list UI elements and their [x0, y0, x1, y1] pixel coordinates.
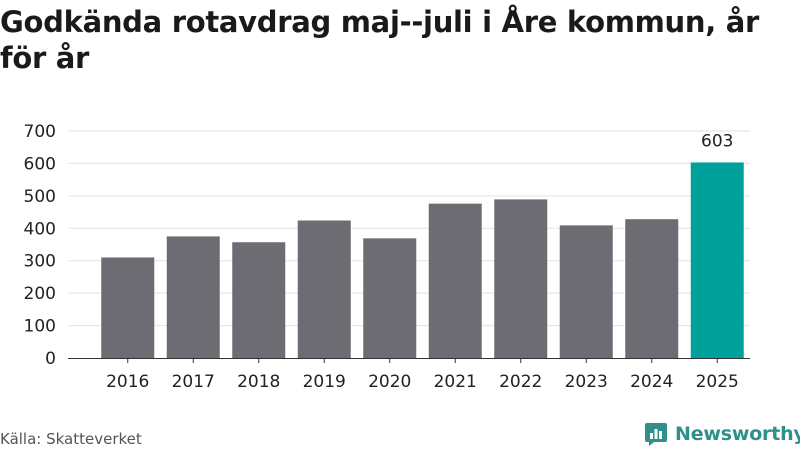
- x-tick-label: 2021: [434, 372, 477, 392]
- y-tick-label: 500: [24, 187, 56, 207]
- x-tick-label: 2018: [237, 372, 280, 392]
- x-tick-label: 2022: [499, 372, 542, 392]
- bar-2022: [494, 199, 548, 358]
- y-tick-label: 0: [45, 349, 56, 369]
- newsworthy-logo-icon: [645, 423, 667, 446]
- bar-2023: [559, 225, 613, 358]
- bar-2019: [297, 220, 351, 358]
- bar-2016: [101, 257, 155, 358]
- x-tick-label: 2023: [565, 372, 608, 392]
- y-tick-label: 400: [24, 219, 56, 239]
- x-tick-label: 2017: [172, 372, 215, 392]
- y-tick-label: 300: [24, 252, 56, 272]
- y-tick-label: 600: [24, 154, 56, 174]
- chart-title: Godkända rotavdrag maj--juli i Åre kommu…: [0, 5, 760, 75]
- bar-2024: [625, 219, 679, 358]
- y-axis-ticks: 0 100 200 300 400 500 600 700: [24, 122, 56, 369]
- data-labels: 603: [701, 131, 733, 151]
- y-tick-label: 700: [24, 122, 56, 142]
- x-tick-label: 2020: [368, 372, 411, 392]
- data-label-2025: 603: [701, 131, 733, 151]
- bar-2025: [690, 162, 744, 358]
- x-tick-label: 2019: [303, 372, 346, 392]
- y-tick-label: 200: [24, 284, 56, 304]
- x-tick-label: 2025: [696, 372, 739, 392]
- bar-2021: [428, 203, 482, 358]
- bar-2018: [232, 242, 286, 358]
- y-tick-label: 100: [24, 317, 56, 337]
- bars: [101, 162, 744, 358]
- bar-2020: [363, 238, 417, 358]
- x-axis-ticks: 2016 2017 2018 2019 2020 2021 2022 2023 2024 2025: [106, 358, 739, 392]
- brand-name: Newsworthy: [675, 423, 800, 445]
- x-tick-label: 2024: [630, 372, 673, 392]
- source-note: Källa: Skatteverket: [0, 430, 142, 448]
- bar-2017: [166, 236, 220, 358]
- brand-logo: Newsworthy: [644, 420, 800, 448]
- x-tick-label: 2016: [106, 372, 149, 392]
